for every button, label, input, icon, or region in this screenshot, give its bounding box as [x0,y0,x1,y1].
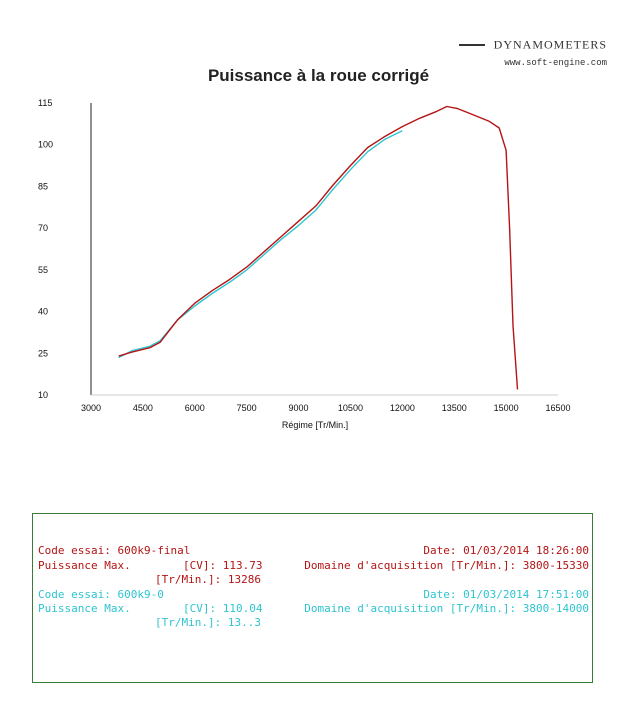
y-tick-label: 70 [38,223,48,233]
x-tick-label: 13500 [442,403,467,413]
test-1-power-value: [CV]: 113.73 [183,559,263,572]
y-tick-label: 40 [38,307,48,317]
x-tick-label: 10500 [338,403,363,413]
y-tick-label: 100 [38,140,53,150]
test-1-domain: Domaine d'acquisition [Tr/Min.]: 3800-15… [304,559,589,572]
x-tick-label: 3000 [81,403,101,413]
brand-name: DYNAMOMETERS [493,37,607,52]
series-line-2 [118,130,403,359]
x-tick-label: 7500 [237,403,257,413]
test-info-panel: Code essai: 600k9-final Date: 01/03/2014… [32,513,593,683]
power-chart: 10 25 40 55 70 85 100 115 3000 4500 6000 7500 9000 10… [38,98,571,430]
y-tick-label: 10 [38,390,48,400]
test-1-date: Date: 01/03/2014 18:26:00 [423,544,589,557]
chart-ticks: 10 25 40 55 70 85 100 115 3000 4500 6000 7500 9000 10… [38,98,571,413]
x-tick-label: 4500 [133,403,153,413]
brand-bar-icon [459,43,486,46]
test-2-code: Code essai: 600k9-0 [38,588,164,601]
y-tick-label: 115 [38,98,52,108]
x-tick-label: 9000 [289,403,309,413]
x-tick-label: 15000 [494,403,519,413]
y-tick-label: 55 [38,265,48,275]
test-2-date: Date: 01/03/2014 17:51:00 [423,588,589,601]
brand-logo: DYNAMOMETERS www.soft-engine.com [459,36,607,68]
test-1-rpm: [Tr/Min.]: 13286 [155,573,261,586]
x-tick-label: 6000 [185,403,205,413]
brand-site: www.soft-engine.com [504,58,607,68]
chart-lines [118,105,519,390]
test-2-rpm: [Tr/Min.]: 13..3 [155,616,261,629]
y-tick-label: 85 [38,181,48,191]
x-tick-label: 16500 [545,403,570,413]
series-line-1 [118,105,519,390]
chart-title: Puissance à la roue corrigé [207,66,430,85]
test-2-domain: Domaine d'acquisition [Tr/Min.]: 3800-14… [304,602,589,615]
test-2-power-value: [CV]: 110.04 [183,602,263,615]
test-2-power-label: Puissance Max. [38,602,131,615]
test-1-code: Code essai: 600k9-final [38,544,191,557]
chart-axes [90,103,558,396]
y-tick-label: 25 [38,348,48,358]
x-tick-label: 12000 [390,403,415,413]
x-axis-label: Régime [Tr/Min.] [282,420,348,430]
test-1-power-label: Puissance Max. [38,559,131,572]
